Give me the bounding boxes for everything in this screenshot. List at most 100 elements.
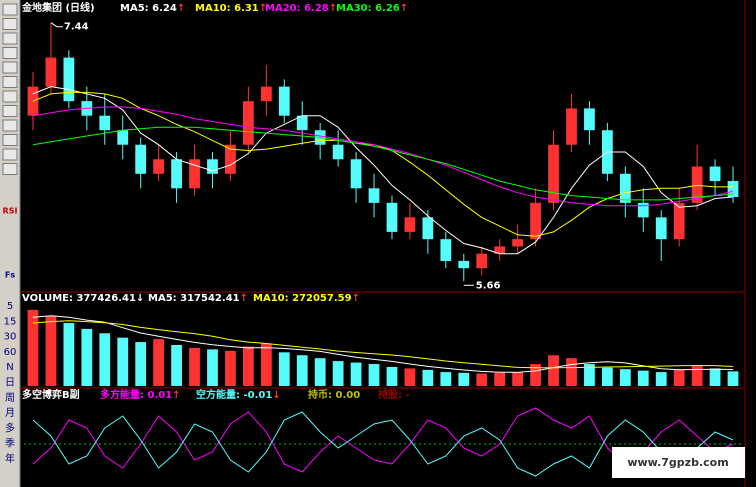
volume-bar	[135, 342, 147, 386]
tool-icon[interactable]	[2, 163, 18, 175]
candle-body	[189, 159, 200, 189]
tool-icon[interactable]	[2, 105, 18, 117]
volume-bar	[117, 337, 129, 386]
volume-bar	[153, 339, 165, 386]
candle-body	[386, 202, 398, 232]
candle-body	[476, 253, 488, 269]
legend-value: 6.31	[234, 3, 259, 14]
volume-bar	[171, 345, 182, 386]
chart-title: 金地集团 (日线)	[21, 1, 95, 14]
tool-icon[interactable]	[2, 134, 18, 146]
period-button[interactable]: 季	[5, 438, 15, 450]
legend-entry: 空方能量: -0.01↓	[196, 388, 281, 401]
tool-icon[interactable]	[2, 3, 18, 16]
period-button[interactable]: 5	[7, 301, 13, 312]
legend-entry: MA30: 6.26↑	[336, 3, 408, 14]
volume-bar	[476, 373, 488, 386]
watermark: www.7gpzb.com	[627, 456, 728, 469]
indicator-line	[32, 86, 734, 255]
legend-value: 317542.41	[180, 293, 240, 304]
volume-bar	[709, 368, 721, 386]
volume-bar	[691, 366, 703, 386]
candle-body	[153, 159, 165, 174]
value: 377426.41	[76, 293, 136, 304]
tool-label[interactable]: RSI	[3, 207, 18, 216]
candle-body	[530, 202, 541, 240]
candle-body	[494, 246, 506, 254]
period-button[interactable]: 60	[4, 347, 17, 358]
candle-body	[637, 202, 649, 218]
candle-body	[727, 181, 739, 198]
tool-icon[interactable]	[2, 47, 18, 59]
volume-bar	[440, 372, 452, 386]
candle-body	[709, 166, 721, 182]
legend-trend: ↑	[240, 293, 248, 304]
tool-icon[interactable]	[2, 61, 18, 74]
candle-body	[440, 239, 452, 261]
volume-bar	[655, 372, 667, 386]
legend-value: 272057.59	[292, 293, 352, 304]
period-button[interactable]: 月	[5, 407, 15, 419]
volume-bar	[458, 372, 470, 386]
volume-bar	[296, 355, 308, 386]
tool-icon[interactable]	[2, 90, 18, 103]
volume-bar	[99, 333, 111, 386]
candle-body	[548, 144, 559, 203]
volume-bar	[566, 358, 577, 386]
tool-icon[interactable]	[2, 119, 18, 132]
candle-body	[332, 144, 344, 160]
candle-body	[566, 108, 577, 145]
legend-trend: ↑	[172, 390, 180, 401]
period-button[interactable]: 日	[5, 378, 15, 389]
label: VOLUME:	[22, 293, 73, 304]
tool-icon[interactable]	[2, 18, 18, 30]
candle-body	[422, 217, 434, 240]
volume-bar	[673, 369, 685, 386]
period-button[interactable]: N	[6, 362, 13, 373]
volume-bar	[189, 347, 200, 386]
legend-value: 6.24	[152, 3, 177, 14]
legend-trend: ↑	[177, 3, 185, 14]
indicator-line	[32, 106, 734, 207]
period-button[interactable]: 30	[4, 332, 17, 343]
candle-body	[691, 166, 703, 203]
candle-body	[117, 130, 129, 145]
volume-bar	[225, 350, 236, 386]
volume-bar	[45, 315, 57, 386]
candle-body	[99, 115, 111, 131]
legend-value: 0.01	[147, 390, 172, 401]
candle-body	[27, 86, 39, 116]
candle-body	[673, 202, 685, 240]
legend-entry: MA5: 317542.41↑	[148, 293, 248, 304]
legend-entry: MA10: 6.31↑	[195, 3, 267, 14]
volume-bar	[332, 361, 344, 386]
candle-body	[63, 57, 75, 102]
tool-icon[interactable]	[2, 76, 18, 88]
candle-body	[458, 260, 470, 269]
candle-body	[135, 144, 147, 174]
volume-bar	[619, 369, 631, 386]
legend-trend: ↑	[329, 3, 337, 14]
legend-entry: MA20: 6.28↑	[265, 3, 337, 14]
period-button[interactable]: 周	[5, 392, 15, 404]
tool-icon[interactable]	[2, 148, 18, 161]
volume-bar	[637, 370, 649, 386]
indicator-line	[32, 126, 734, 201]
candle-body	[171, 159, 182, 189]
candle-body	[225, 144, 236, 174]
candle-body	[404, 217, 416, 232]
tool-icon[interactable]	[2, 32, 18, 45]
legend-entry: 多方能量: 0.01↑	[100, 388, 181, 401]
period-button[interactable]: 15	[4, 316, 17, 327]
volume-bar	[207, 349, 218, 386]
period-button[interactable]: 多	[5, 421, 15, 434]
tool-label[interactable]: Fs	[5, 271, 15, 280]
legend-name: MA30:	[336, 3, 372, 14]
legend-name: 持币:	[308, 388, 332, 401]
volume-bar	[584, 364, 595, 386]
legend-trend: ↓	[272, 390, 280, 401]
period-button[interactable]: 年	[5, 452, 15, 465]
legend-value: -0.01	[243, 390, 272, 401]
